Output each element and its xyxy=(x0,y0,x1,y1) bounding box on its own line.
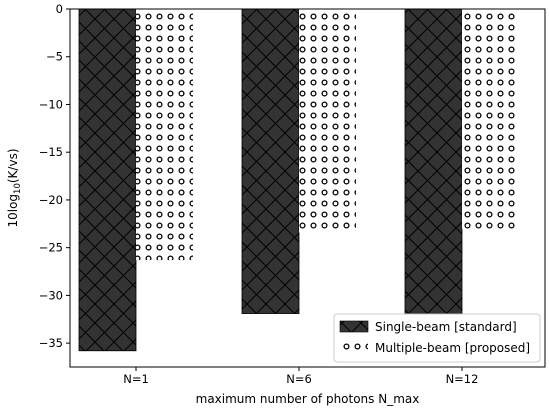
bar-multiple-beam-n6 xyxy=(299,9,356,233)
y-tick-label: −20 xyxy=(39,193,63,207)
legend-label-single-beam: Single-beam [standard] xyxy=(375,320,517,334)
x-axis: N=1 N=6 N=12 xyxy=(123,367,478,386)
bar-single-beam-n12 xyxy=(404,8,463,314)
legend-swatch-single-beam xyxy=(339,320,369,333)
x-axis-label: maximum number of photons N_max xyxy=(196,392,420,406)
y-tick-label: −5 xyxy=(46,50,63,64)
legend-swatch-multiple-beam xyxy=(340,342,368,353)
x-tick-label: N=6 xyxy=(286,372,312,386)
y-tick-label: −10 xyxy=(39,97,63,111)
y-tick-label: −35 xyxy=(39,336,63,350)
bars-group xyxy=(78,8,519,352)
y-axis: 0 −5 −10 −15 −20 −25 −30 −35 xyxy=(39,2,70,350)
y-axis-label-main: 10log xyxy=(6,194,20,228)
plot-frame xyxy=(69,8,546,368)
bar-single-beam-n1 xyxy=(78,8,137,352)
y-axis-label-rest: (K/vs) xyxy=(6,148,20,183)
legend-box xyxy=(333,313,541,363)
y-tick-label: −15 xyxy=(39,145,63,159)
y-axis-label-sub: 10 xyxy=(13,183,23,194)
legend: Single-beam [standard] Multiple-beam [pr… xyxy=(333,313,541,363)
y-tick-label: 0 xyxy=(56,2,63,16)
y-axis-label: 10log10(K/vs) xyxy=(6,148,23,227)
bar-multiple-beam-n12 xyxy=(462,9,519,229)
x-tick-label: N=12 xyxy=(446,372,479,386)
legend-label-multiple-beam: Multiple-beam [proposed] xyxy=(375,341,530,355)
bar-single-beam-n6 xyxy=(241,8,300,314)
x-tick-label: N=1 xyxy=(123,372,149,386)
y-tick-label: −30 xyxy=(39,288,63,302)
bar-multiple-beam-n1 xyxy=(136,9,193,261)
y-tick-label: −25 xyxy=(39,241,63,255)
